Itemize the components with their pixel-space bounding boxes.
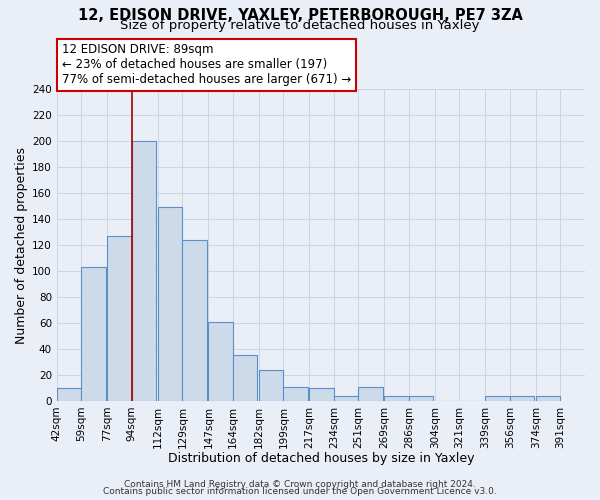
Text: 12 EDISON DRIVE: 89sqm
← 23% of detached houses are smaller (197)
77% of semi-de: 12 EDISON DRIVE: 89sqm ← 23% of detached… (62, 43, 352, 86)
Text: Size of property relative to detached houses in Yaxley: Size of property relative to detached ho… (120, 19, 480, 32)
Bar (510, 396, 535, 401)
Text: Contains public sector information licensed under the Open Government Licence v3: Contains public sector information licen… (103, 487, 497, 496)
Text: Contains HM Land Registry data © Crown copyright and database right 2024.: Contains HM Land Registry data © Crown c… (124, 480, 476, 489)
Bar (283, 386, 308, 401)
Bar (358, 386, 383, 401)
Bar (409, 396, 433, 401)
Bar (107, 236, 132, 401)
Bar (233, 356, 257, 401)
Bar (208, 322, 233, 401)
Bar (158, 208, 182, 401)
Bar (259, 370, 283, 401)
Bar (57, 388, 82, 401)
Bar (485, 396, 510, 401)
Bar (310, 388, 334, 401)
Bar (385, 396, 409, 401)
Bar (82, 267, 106, 401)
Bar (182, 240, 207, 401)
X-axis label: Distribution of detached houses by size in Yaxley: Distribution of detached houses by size … (167, 452, 474, 465)
Y-axis label: Number of detached properties: Number of detached properties (15, 146, 28, 344)
Bar (536, 396, 560, 401)
Bar (132, 142, 157, 401)
Text: 12, EDISON DRIVE, YAXLEY, PETERBOROUGH, PE7 3ZA: 12, EDISON DRIVE, YAXLEY, PETERBOROUGH, … (77, 8, 523, 22)
Bar (334, 396, 358, 401)
